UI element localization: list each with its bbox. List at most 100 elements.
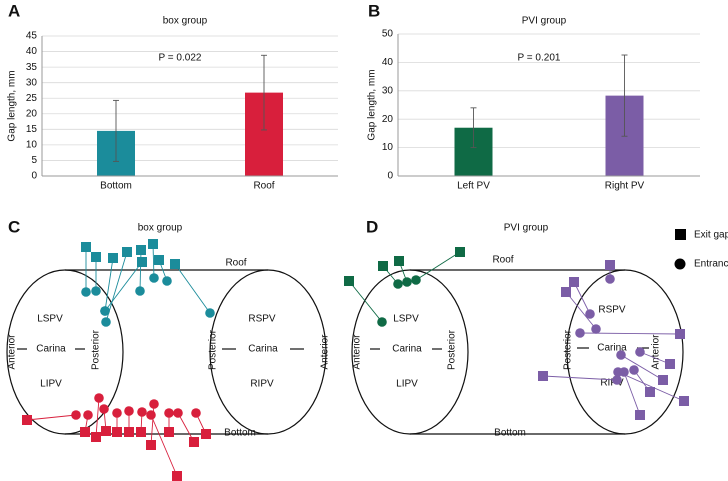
panel-label: C bbox=[8, 217, 20, 236]
y-axis-label: Gap length, mm bbox=[367, 69, 378, 140]
x-tick-label: Roof bbox=[253, 181, 274, 192]
y-tick-label: 30 bbox=[382, 85, 394, 96]
entrance-gap-marker bbox=[635, 347, 645, 357]
gap-connector bbox=[573, 281, 591, 315]
gap-connector bbox=[542, 375, 618, 381]
y-tick-label: 40 bbox=[382, 57, 394, 68]
legend-label: Exit gap bbox=[694, 230, 728, 241]
gap-connector bbox=[415, 251, 461, 281]
exit-gap-marker bbox=[189, 437, 199, 447]
y-tick-label: 10 bbox=[26, 140, 38, 151]
legend-square bbox=[675, 229, 686, 240]
y-tick-label: 20 bbox=[26, 108, 38, 119]
gap-connector bbox=[150, 403, 155, 446]
entrance-gap-marker bbox=[585, 309, 595, 319]
gap-connector bbox=[174, 263, 211, 314]
gap-connector bbox=[579, 332, 681, 335]
legend-circle bbox=[674, 258, 686, 270]
exit-gap-marker bbox=[136, 427, 146, 437]
roof-label: Roof bbox=[492, 255, 513, 266]
gap-connector bbox=[565, 291, 597, 330]
vein-label: RSPV bbox=[598, 305, 626, 316]
side-label: Posterior bbox=[91, 329, 102, 370]
exit-gap-marker bbox=[80, 427, 90, 437]
vein-label: LSPV bbox=[393, 314, 419, 325]
exit-gap-marker bbox=[148, 239, 158, 249]
exit-gap-marker bbox=[378, 261, 388, 271]
entrance-gap-marker bbox=[205, 308, 215, 318]
side-label: Posterior bbox=[447, 329, 458, 370]
gap-connector bbox=[139, 249, 142, 292]
x-tick-label: Right PV bbox=[605, 181, 645, 192]
vein-label: LSPV bbox=[37, 314, 63, 325]
side-label: Anterior bbox=[320, 334, 331, 370]
entrance-gap-marker bbox=[612, 375, 622, 385]
annotation: P = 0.201 bbox=[518, 53, 561, 64]
entrance-gap-marker bbox=[91, 286, 101, 296]
exit-gap-marker bbox=[658, 375, 668, 385]
entrance-gap-marker bbox=[94, 393, 104, 403]
vein-label: LIPV bbox=[40, 379, 62, 390]
side-label: Posterior bbox=[563, 329, 574, 370]
x-tick-label: Left PV bbox=[457, 181, 490, 192]
diagram-title: box group bbox=[138, 223, 183, 234]
gap-connector bbox=[104, 257, 114, 312]
y-tick-label: 5 bbox=[31, 155, 37, 166]
entrance-gap-marker bbox=[605, 274, 615, 284]
gap-connector bbox=[623, 371, 641, 416]
carina-label: Carina bbox=[248, 344, 278, 355]
entrance-gap-marker bbox=[191, 408, 201, 418]
gap-connector bbox=[348, 280, 383, 323]
exit-gap-marker bbox=[124, 427, 134, 437]
exit-gap-marker bbox=[665, 359, 675, 369]
entrance-gap-marker bbox=[591, 324, 601, 334]
carina-label: Carina bbox=[597, 343, 627, 354]
y-tick-label: 20 bbox=[382, 114, 394, 125]
entrance-gap-marker bbox=[164, 408, 174, 418]
exit-gap-marker bbox=[91, 432, 101, 442]
entrance-gap-marker bbox=[629, 365, 639, 375]
exit-gap-marker bbox=[101, 426, 111, 436]
y-tick-label: 0 bbox=[387, 171, 393, 182]
gap-connector bbox=[150, 414, 178, 477]
entrance-gap-marker bbox=[619, 367, 629, 377]
exit-gap-marker bbox=[675, 329, 685, 339]
entrance-gap-marker bbox=[135, 286, 145, 296]
entrance-gap-marker bbox=[173, 408, 183, 418]
exit-gap-marker bbox=[645, 387, 655, 397]
bottom-label: Bottom bbox=[494, 428, 526, 439]
entrance-gap-marker bbox=[411, 275, 421, 285]
y-tick-label: 40 bbox=[26, 46, 38, 57]
y-tick-label: 25 bbox=[26, 93, 38, 104]
y-tick-label: 0 bbox=[31, 171, 37, 182]
entrance-gap-marker bbox=[100, 306, 110, 316]
side-label: Anterior bbox=[352, 334, 363, 370]
entrance-gap-marker bbox=[149, 399, 159, 409]
entrance-gap-marker bbox=[83, 410, 93, 420]
side-label: Anterior bbox=[651, 334, 662, 370]
exit-gap-marker bbox=[679, 396, 689, 406]
entrance-gap-marker bbox=[137, 407, 147, 417]
gap-connector bbox=[152, 243, 155, 279]
entrance-gap-marker bbox=[377, 317, 387, 327]
exit-gap-marker bbox=[22, 415, 32, 425]
exit-gap-marker bbox=[108, 253, 118, 263]
panel-label: A bbox=[8, 1, 20, 20]
exit-gap-marker bbox=[170, 259, 180, 269]
exit-gap-marker bbox=[561, 287, 571, 297]
vein-label: RIPV bbox=[600, 378, 624, 389]
panel-label: B bbox=[368, 1, 380, 20]
y-tick-label: 10 bbox=[382, 142, 394, 153]
exit-gap-marker bbox=[146, 440, 156, 450]
vein-label: RIPV bbox=[250, 379, 274, 390]
entrance-gap-marker bbox=[99, 404, 109, 414]
carina-label: Carina bbox=[36, 344, 66, 355]
chart-title: box group bbox=[163, 16, 208, 27]
y-tick-label: 30 bbox=[26, 77, 38, 88]
entrance-gap-marker bbox=[575, 328, 585, 338]
diagram-title: PVI group bbox=[504, 223, 549, 234]
vein-label: LIPV bbox=[396, 379, 418, 390]
bottom-label: Bottom bbox=[224, 428, 256, 439]
